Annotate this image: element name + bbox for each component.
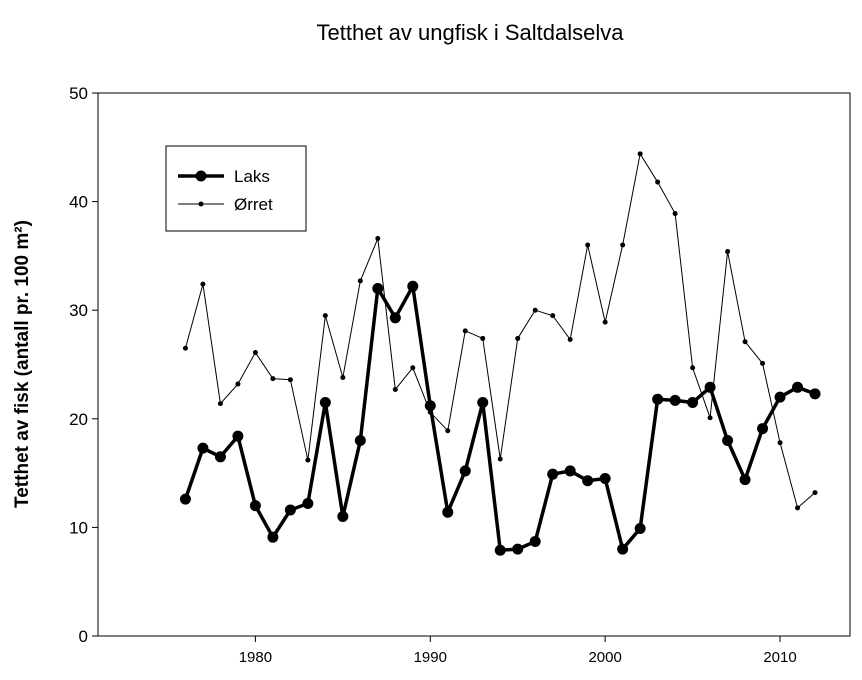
data-point (722, 435, 734, 447)
data-point (389, 312, 401, 324)
data-point (760, 360, 766, 366)
data-point (445, 428, 451, 434)
data-point (302, 498, 314, 510)
data-point (252, 350, 258, 356)
x-tick-label: 1980 (239, 649, 272, 666)
data-point (200, 281, 206, 287)
data-point (617, 543, 629, 555)
data-point (777, 440, 783, 446)
data-point (249, 500, 261, 512)
data-point (305, 457, 311, 463)
data-point (669, 394, 681, 406)
data-point (757, 423, 769, 435)
data-point (270, 376, 276, 382)
data-point (287, 377, 293, 383)
data-point (392, 386, 398, 392)
y-axis-label: Tetthet av fisk (antall pr. 100 m²) (12, 220, 33, 508)
legend-box (165, 145, 307, 232)
data-point (427, 409, 433, 415)
data-point (410, 365, 416, 371)
data-point (812, 490, 818, 496)
data-point (217, 401, 223, 407)
data-point (532, 307, 538, 313)
data-point (620, 242, 626, 248)
data-point (407, 280, 419, 292)
data-point (725, 249, 731, 255)
data-point (337, 511, 349, 523)
data-point (582, 475, 594, 487)
data-point (424, 400, 436, 412)
series-line (183, 280, 816, 553)
legend-label: Ørret (234, 195, 273, 214)
y-tick-label: 50 (69, 84, 88, 103)
data-point (515, 335, 521, 341)
data-point (567, 337, 573, 343)
data-point (739, 474, 751, 486)
data-point (809, 388, 821, 400)
data-point (459, 465, 471, 477)
data-point (742, 339, 748, 345)
y-tick-label: 30 (69, 301, 88, 320)
data-point (319, 397, 331, 409)
data-point (372, 282, 384, 294)
data-point (564, 465, 576, 477)
data-point (442, 506, 454, 518)
data-point (214, 451, 226, 463)
data-point (284, 504, 296, 516)
data-point (357, 278, 363, 284)
chart-title: Tetthet av ungfisk i Saltdalselva (317, 20, 625, 45)
data-point (547, 468, 559, 480)
data-point (774, 391, 786, 403)
data-point (512, 543, 524, 555)
data-point (182, 345, 188, 351)
data-point (550, 313, 556, 319)
x-tick-label: 2000 (588, 649, 621, 666)
data-point (232, 430, 244, 442)
data-point (792, 381, 804, 393)
data-point (197, 442, 209, 454)
data-point (494, 544, 506, 556)
data-point (322, 313, 328, 319)
x-tick-label: 2010 (763, 649, 796, 666)
legend-label: Laks (234, 167, 270, 186)
data-point (634, 522, 646, 534)
data-point (690, 365, 696, 371)
legend-marker (195, 170, 207, 182)
data-point (497, 456, 503, 462)
data-point (529, 536, 541, 548)
data-point (707, 415, 713, 421)
data-point (354, 435, 366, 447)
data-point (480, 335, 486, 341)
data-point (585, 242, 591, 248)
data-point (267, 531, 279, 543)
data-point (599, 473, 611, 485)
legend-marker (198, 201, 204, 207)
x-tick-label: 1990 (414, 649, 447, 666)
y-tick-label: 0 (79, 627, 88, 646)
data-point (687, 397, 699, 409)
data-point (637, 151, 643, 157)
data-point (235, 381, 241, 387)
data-point (602, 319, 608, 325)
data-point (795, 505, 801, 511)
data-point (340, 375, 346, 381)
plot-frame (97, 92, 851, 637)
y-tick-label: 20 (69, 410, 88, 429)
y-tick-label: 10 (69, 518, 88, 537)
data-point (655, 179, 661, 185)
data-point (462, 328, 468, 334)
data-point (652, 393, 664, 405)
data-point (179, 493, 191, 505)
y-tick-label: 40 (69, 193, 88, 212)
data-point (375, 236, 381, 242)
data-point (672, 211, 678, 217)
data-point (477, 397, 489, 409)
